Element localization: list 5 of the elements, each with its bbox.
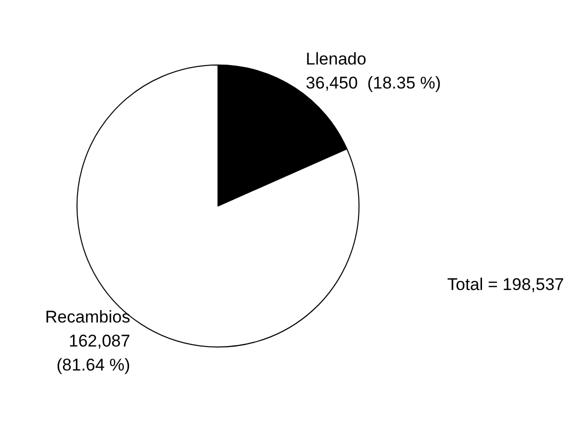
- slice-label: Recambios: [45, 307, 130, 326]
- data-label: 162,087 (81.64 %): [56, 331, 130, 374]
- text: Total = 198,537: [447, 275, 564, 294]
- slice-label: Llenado: [306, 50, 366, 69]
- data-label: 36,450 (18.35 %): [306, 74, 441, 93]
